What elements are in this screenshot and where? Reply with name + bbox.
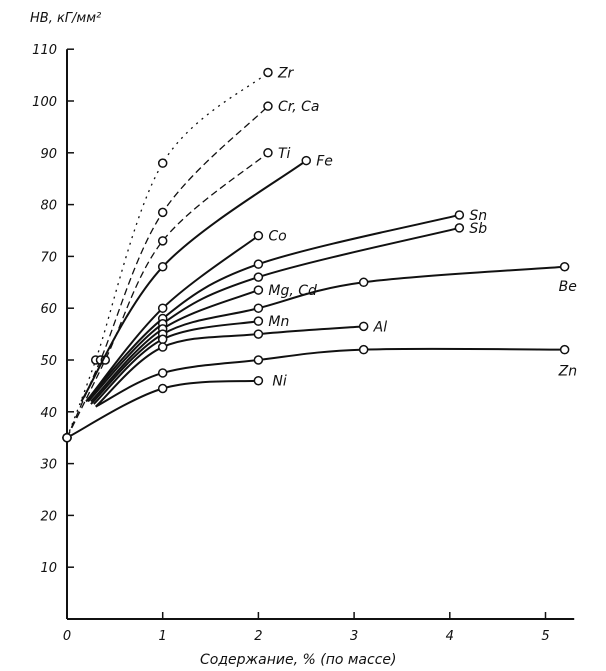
data-point-fe: [157, 262, 168, 272]
y-tick-label: 50: [40, 354, 57, 369]
data-point-be: [358, 277, 369, 288]
series-line-zn: [95, 347, 565, 408]
series-line-ti: [66, 152, 269, 438]
data-point-mn: [157, 334, 168, 345]
y-tick-label: 80: [40, 199, 57, 214]
data-point-ni: [62, 432, 72, 443]
series-label-cr-ca: Cr, Ca: [278, 99, 320, 115]
data-point-al: [253, 329, 264, 339]
data-point-zn: [559, 344, 570, 355]
data-point-be: [559, 262, 570, 272]
series-line-sb: [87, 226, 460, 403]
y-tick-label: 40: [40, 406, 57, 421]
data-point-be: [253, 303, 264, 313]
y-tick-label: 30: [40, 458, 57, 473]
data-point-co: [157, 303, 168, 313]
data-point-cr-ca: [263, 101, 273, 111]
data-point-ni: [157, 383, 168, 394]
x-tick-label: 1: [159, 629, 167, 644]
data-point-mg-cd: [253, 285, 264, 295]
series-label-zr: Zr: [277, 66, 295, 82]
x-axis-label: Содержание, % (по массе): [200, 652, 396, 668]
y-tick-label: 10: [40, 561, 57, 576]
data-point-sn: [454, 210, 465, 220]
data-point-zr: [263, 67, 273, 78]
x-tick-label: 4: [446, 629, 454, 644]
series-label-fe: Fe: [316, 154, 333, 170]
series-label-co: Co: [268, 229, 286, 245]
axes: 10 20 30 40 50 60 70 80 90 100 110 0 1 2 3 4 5: [32, 43, 575, 644]
x-tick-label: 3: [350, 629, 358, 644]
data-point-sb: [454, 223, 465, 233]
y-tick-label: 60: [40, 302, 57, 317]
data-point-zr: [157, 158, 168, 168]
data-point-ti: [157, 236, 168, 246]
series-line-al: [95, 325, 364, 408]
series-line-sn: [85, 213, 460, 403]
data-point-zn: [358, 344, 369, 355]
y-tick-label: 110: [32, 43, 57, 58]
data-point-zn: [157, 368, 168, 378]
series-label-sb: Sb: [469, 221, 487, 237]
x-tick-label: 2: [254, 629, 262, 644]
y-tick-label: 90: [40, 147, 57, 162]
y-axis-label: HB, кГ/мм²: [30, 11, 101, 26]
y-tick-label: 20: [40, 509, 57, 524]
data-point-mn: [253, 316, 264, 326]
series-label-al: Al: [373, 319, 388, 335]
series-label-mg-cd: Mg, Cd: [268, 283, 317, 299]
series-label-be: Be: [559, 279, 577, 295]
series-line-be: [90, 265, 565, 405]
y-tick-label: 70: [40, 250, 57, 265]
data-point-cr-ca: [157, 207, 168, 218]
series-label-ni: Ni: [272, 374, 286, 390]
series-line-zr: [66, 72, 269, 438]
data-point-zn: [253, 355, 264, 365]
data-point-fe: [301, 155, 311, 166]
data-point-al: [157, 342, 168, 352]
series-label-mn: Mn: [268, 314, 289, 330]
series-label-sn: Sn: [469, 208, 487, 224]
x-tick-label: 5: [541, 629, 549, 644]
data-point-ni: [253, 375, 264, 386]
data-point-sn: [253, 259, 264, 269]
series-label-ti: Ti: [278, 146, 291, 162]
series-label-zn: Zn: [558, 364, 577, 380]
y-tick-label: 100: [32, 95, 57, 110]
data-point-co: [253, 230, 264, 241]
series-line-cr-ca: [66, 105, 269, 438]
x-tick-label: 0: [63, 629, 71, 644]
data-point-al: [358, 321, 369, 332]
data-point-ti: [263, 148, 273, 158]
data-point-sb: [253, 272, 264, 282]
